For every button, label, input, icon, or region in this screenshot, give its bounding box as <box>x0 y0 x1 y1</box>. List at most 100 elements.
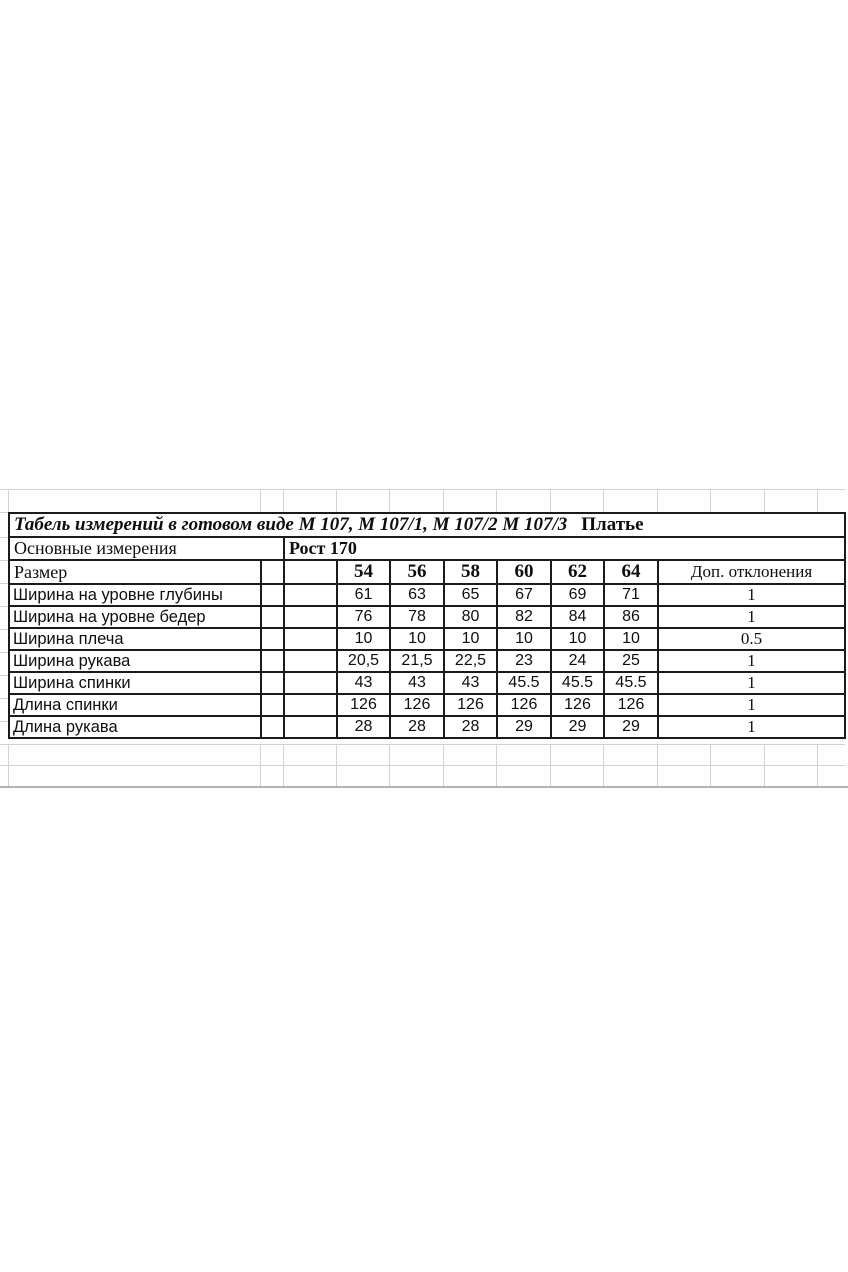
deviation-value: 1 <box>656 605 847 629</box>
deviation-value: 1 <box>656 583 847 607</box>
gridline <box>0 786 848 788</box>
gridline <box>443 489 444 512</box>
empty-cell <box>283 627 338 651</box>
measurement-value: 24 <box>550 649 605 673</box>
empty-cell <box>283 605 338 629</box>
measurement-value: 78 <box>389 605 445 629</box>
measurement-value: 71 <box>603 583 659 607</box>
gridline <box>8 489 9 512</box>
empty-cell <box>283 693 338 717</box>
table-title-cell: Табель измерений в готовом виде М 107, М… <box>7 512 847 538</box>
measurement-label: Длина спинки <box>8 693 262 717</box>
measurement-value: 28 <box>389 715 445 739</box>
measurement-row: Ширина на уровне глубины 61 63 65 67 69 71 1 <box>8 583 847 607</box>
measurement-label: Длина рукава <box>8 715 262 739</box>
size-value: 54 <box>336 559 391 585</box>
measurement-label: Ширина спинки <box>8 671 262 695</box>
measurement-value: 10 <box>336 627 391 651</box>
measurement-value: 10 <box>603 627 659 651</box>
measurement-value: 25 <box>603 649 659 673</box>
basic-measurements-label: Основные измерения <box>8 536 285 561</box>
measurement-value: 86 <box>603 605 659 629</box>
empty-cell <box>283 559 338 585</box>
deviation-value: 1 <box>656 693 847 717</box>
measurement-value: 61 <box>336 583 391 607</box>
measurement-value: 28 <box>336 715 391 739</box>
measurement-value: 84 <box>550 605 605 629</box>
deviation-value: 1 <box>656 671 847 695</box>
measurement-row: Ширина на уровне бедер 76 78 80 82 84 86 1 <box>8 605 847 629</box>
measurement-value: 69 <box>550 583 605 607</box>
gridline <box>764 489 765 512</box>
size-value: 60 <box>496 559 552 585</box>
measurement-value: 65 <box>443 583 498 607</box>
empty-cell <box>260 693 285 717</box>
measurement-label: Ширина рукава <box>8 649 262 673</box>
measurement-value: 43 <box>389 671 445 695</box>
gridline <box>657 489 658 512</box>
deviation-value: 1 <box>656 649 847 673</box>
measurement-value: 10 <box>443 627 498 651</box>
basic-measurements-row: Основные измерения Рост 170 <box>8 536 847 561</box>
gridline <box>0 489 845 490</box>
empty-cell <box>260 715 285 739</box>
gridline <box>0 765 845 766</box>
empty-cell <box>283 583 338 607</box>
measurement-value: 126 <box>550 693 605 717</box>
measurement-row: Ширина плеча 10 10 10 10 10 10 0.5 <box>8 627 847 651</box>
measurement-value: 80 <box>443 605 498 629</box>
measurement-value: 29 <box>603 715 659 739</box>
measurement-value: 10 <box>496 627 552 651</box>
measurement-label: Ширина на уровне бедер <box>8 605 262 629</box>
measurement-value: 45.5 <box>603 671 659 695</box>
measurement-value: 126 <box>443 693 498 717</box>
measurement-value: 126 <box>336 693 391 717</box>
gridline <box>710 489 711 512</box>
measurement-row: Длина спинки 126 126 126 126 126 126 1 <box>8 693 847 717</box>
size-value: 62 <box>550 559 605 585</box>
empty-cell <box>260 627 285 651</box>
measurement-value: 126 <box>496 693 552 717</box>
size-value: 58 <box>443 559 498 585</box>
measurement-row: Длина рукава 28 28 28 29 29 29 1 <box>8 715 847 739</box>
gridline <box>496 489 497 512</box>
empty-cell <box>283 671 338 695</box>
measurement-value: 20,5 <box>336 649 391 673</box>
table-title-row: Табель измерений в готовом виде М 107, М… <box>7 512 847 538</box>
measurement-label: Ширина на уровне глубины <box>8 583 262 607</box>
measurement-value: 63 <box>389 583 445 607</box>
measurement-value: 45.5 <box>550 671 605 695</box>
deviation-value: 1 <box>656 715 847 739</box>
empty-cell <box>260 671 285 695</box>
measurement-value: 21,5 <box>389 649 445 673</box>
measurement-table: Табель измерений в готовом виде М 107, М… <box>7 512 847 739</box>
empty-cell <box>283 649 338 673</box>
gridline <box>336 489 337 512</box>
deviation-header: Доп. отклонения <box>656 559 847 585</box>
size-value: 56 <box>389 559 445 585</box>
gridline <box>0 744 845 745</box>
measurement-row: Ширина спинки 43 43 43 45.5 45.5 45.5 1 <box>8 671 847 695</box>
measurement-value: 67 <box>496 583 552 607</box>
gridline <box>550 489 551 512</box>
gridline <box>817 489 818 512</box>
empty-cell <box>260 559 285 585</box>
empty-cell <box>260 649 285 673</box>
measurement-value: 126 <box>603 693 659 717</box>
measurement-value: 23 <box>496 649 552 673</box>
gridline <box>260 489 261 512</box>
measurement-label: Ширина плеча <box>8 627 262 651</box>
measurement-value: 10 <box>550 627 605 651</box>
size-value: 64 <box>603 559 659 585</box>
measurement-value: 22,5 <box>443 649 498 673</box>
measurement-value: 10 <box>389 627 445 651</box>
gridline <box>283 489 284 512</box>
empty-cell <box>260 583 285 607</box>
measurement-value: 126 <box>389 693 445 717</box>
product-name: Платье <box>581 514 644 535</box>
table-title-text: Табель измерений в готовом виде М 107, М… <box>14 514 568 535</box>
empty-cell <box>260 605 285 629</box>
empty-cell <box>283 715 338 739</box>
gridline <box>603 489 604 512</box>
